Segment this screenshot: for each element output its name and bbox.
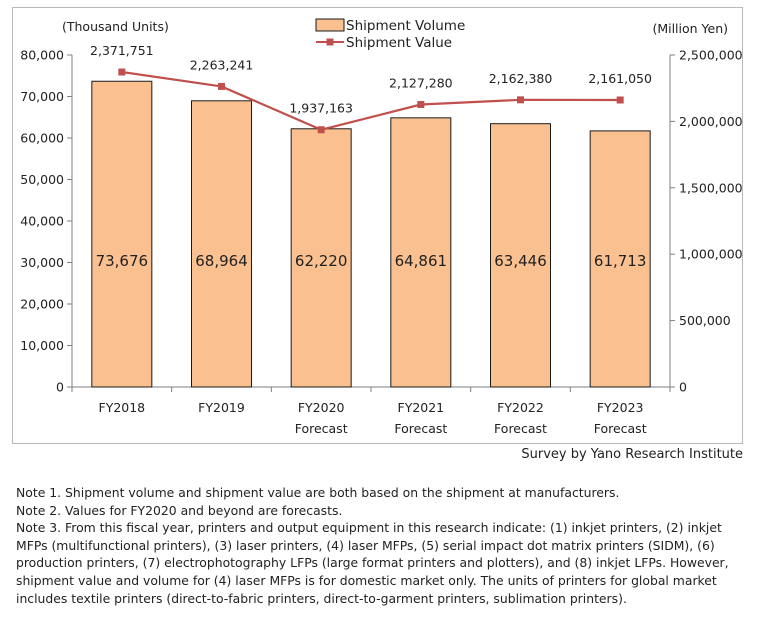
value-line <box>121 70 621 131</box>
note-3: Note 3. From this fiscal year, printers … <box>16 520 729 606</box>
volume-bar <box>91 80 153 388</box>
left-axis-tick-label: 0 <box>56 380 64 395</box>
left-axis-tick-label: 60,000 <box>20 131 64 146</box>
value-data-label: 2,263,241 <box>190 57 254 72</box>
volume-data-label: 63,446 <box>494 252 547 270</box>
right-axis-tick-label: 2,500,000 <box>679 48 743 63</box>
volume-bar <box>390 117 452 388</box>
volume-data-label: 64,861 <box>395 252 448 270</box>
left-axis-tick-label: 20,000 <box>20 297 64 312</box>
x-axis-forecast-label: Forecast <box>295 421 348 436</box>
left-axis-tick-label: 50,000 <box>20 172 64 187</box>
x-axis-forecast-label: Forecast <box>494 421 547 436</box>
volume-bar <box>589 130 651 388</box>
chart: (Thousand Units) (Million Yen) Shipment Vo… <box>20 18 743 436</box>
x-axis-category-label: FY2018 <box>99 400 146 415</box>
x-axis-category-label: FY2023 <box>597 400 644 415</box>
left-axis-tick-label: 30,000 <box>20 255 64 270</box>
note-2: Note 2. Values for FY2020 and beyond are… <box>16 502 343 518</box>
value-point <box>218 82 225 90</box>
x-axis-category-label: FY2019 <box>198 400 245 415</box>
notes: Note 1. Shipment volume and shipment val… <box>16 484 750 607</box>
right-axis-tick-label: 1,500,000 <box>679 180 743 195</box>
legend-swatch-volume <box>315 18 345 32</box>
volume-bar <box>191 100 252 388</box>
left-axis-tick-label: 70,000 <box>20 89 64 104</box>
chart-frame <box>12 7 743 444</box>
legend-label-value: Shipment Value <box>346 35 452 51</box>
volume-bar <box>290 128 352 388</box>
volume-data-label: 61,713 <box>594 252 647 270</box>
volume-bar <box>490 123 551 388</box>
right-axis-tick-label: 500,000 <box>679 313 731 328</box>
volume-data-label: 68,964 <box>195 252 248 270</box>
left-axis-tick-label: 80,000 <box>20 48 64 63</box>
value-point <box>118 68 126 76</box>
right-axis-title: (Million Yen) <box>652 21 728 36</box>
left-axis-tick-label: 40,000 <box>20 214 64 229</box>
right-axis-tick-label: 1,000,000 <box>679 247 743 262</box>
value-data-label: 1,937,163 <box>289 101 353 116</box>
value-point <box>517 96 524 104</box>
value-data-label: 2,127,280 <box>389 75 453 90</box>
legend-marker-value <box>326 38 334 46</box>
x-axis-forecast-label: Forecast <box>394 421 447 436</box>
legend-label-volume: Shipment Volume <box>346 18 465 34</box>
x-axis-category-label: FY2022 <box>497 400 544 415</box>
x-axis-category-label: FY2021 <box>398 400 445 415</box>
right-axis-tick-label: 0 <box>679 380 687 395</box>
volume-data-label: 62,220 <box>295 252 348 270</box>
value-data-label: 2,371,751 <box>90 43 154 58</box>
value-data-label: 2,161,050 <box>588 71 652 86</box>
value-point <box>616 96 624 104</box>
value-point <box>317 126 325 134</box>
volume-data-label: 73,676 <box>96 252 149 270</box>
x-axis-category-label: FY2020 <box>298 400 345 415</box>
left-axis-tick-label: 10,000 <box>20 338 64 353</box>
x-axis-forecast-label: Forecast <box>594 421 647 436</box>
note-1: Note 1. Shipment volume and shipment val… <box>16 485 620 500</box>
source-credit: Survey by Yano Research Institute <box>521 447 743 462</box>
left-axis-title: (Thousand Units) <box>62 19 169 34</box>
value-point <box>417 100 425 108</box>
value-data-label: 2,162,380 <box>489 71 553 86</box>
right-axis-tick-label: 2,000,000 <box>679 114 743 129</box>
